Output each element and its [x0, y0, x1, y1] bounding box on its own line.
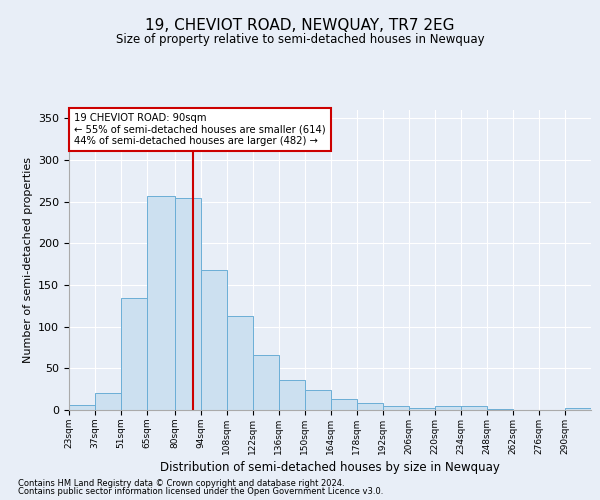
- Bar: [461, 406, 487, 410]
- Bar: [331, 399, 357, 410]
- Bar: [121, 298, 147, 410]
- Bar: [69, 405, 95, 410]
- Text: Size of property relative to semi-detached houses in Newquay: Size of property relative to semi-detach…: [116, 32, 484, 46]
- Bar: [305, 390, 331, 410]
- X-axis label: Distribution of semi-detached houses by size in Newquay: Distribution of semi-detached houses by …: [160, 461, 500, 474]
- Bar: [487, 409, 513, 410]
- Bar: [253, 355, 279, 410]
- Bar: [201, 270, 227, 410]
- Text: 19, CHEVIOT ROAD, NEWQUAY, TR7 2EG: 19, CHEVIOT ROAD, NEWQUAY, TR7 2EG: [145, 18, 455, 32]
- Text: Contains HM Land Registry data © Crown copyright and database right 2024.: Contains HM Land Registry data © Crown c…: [18, 478, 344, 488]
- Bar: [357, 402, 383, 410]
- Bar: [435, 406, 461, 410]
- Bar: [147, 196, 175, 410]
- Bar: [279, 380, 305, 410]
- Bar: [227, 316, 253, 410]
- Bar: [409, 408, 435, 410]
- Bar: [175, 198, 201, 410]
- Text: 19 CHEVIOT ROAD: 90sqm
← 55% of semi-detached houses are smaller (614)
44% of se: 19 CHEVIOT ROAD: 90sqm ← 55% of semi-det…: [74, 113, 326, 146]
- Y-axis label: Number of semi-detached properties: Number of semi-detached properties: [23, 157, 32, 363]
- Text: Contains public sector information licensed under the Open Government Licence v3: Contains public sector information licen…: [18, 487, 383, 496]
- Bar: [565, 408, 591, 410]
- Bar: [383, 406, 409, 410]
- Bar: [95, 392, 121, 410]
